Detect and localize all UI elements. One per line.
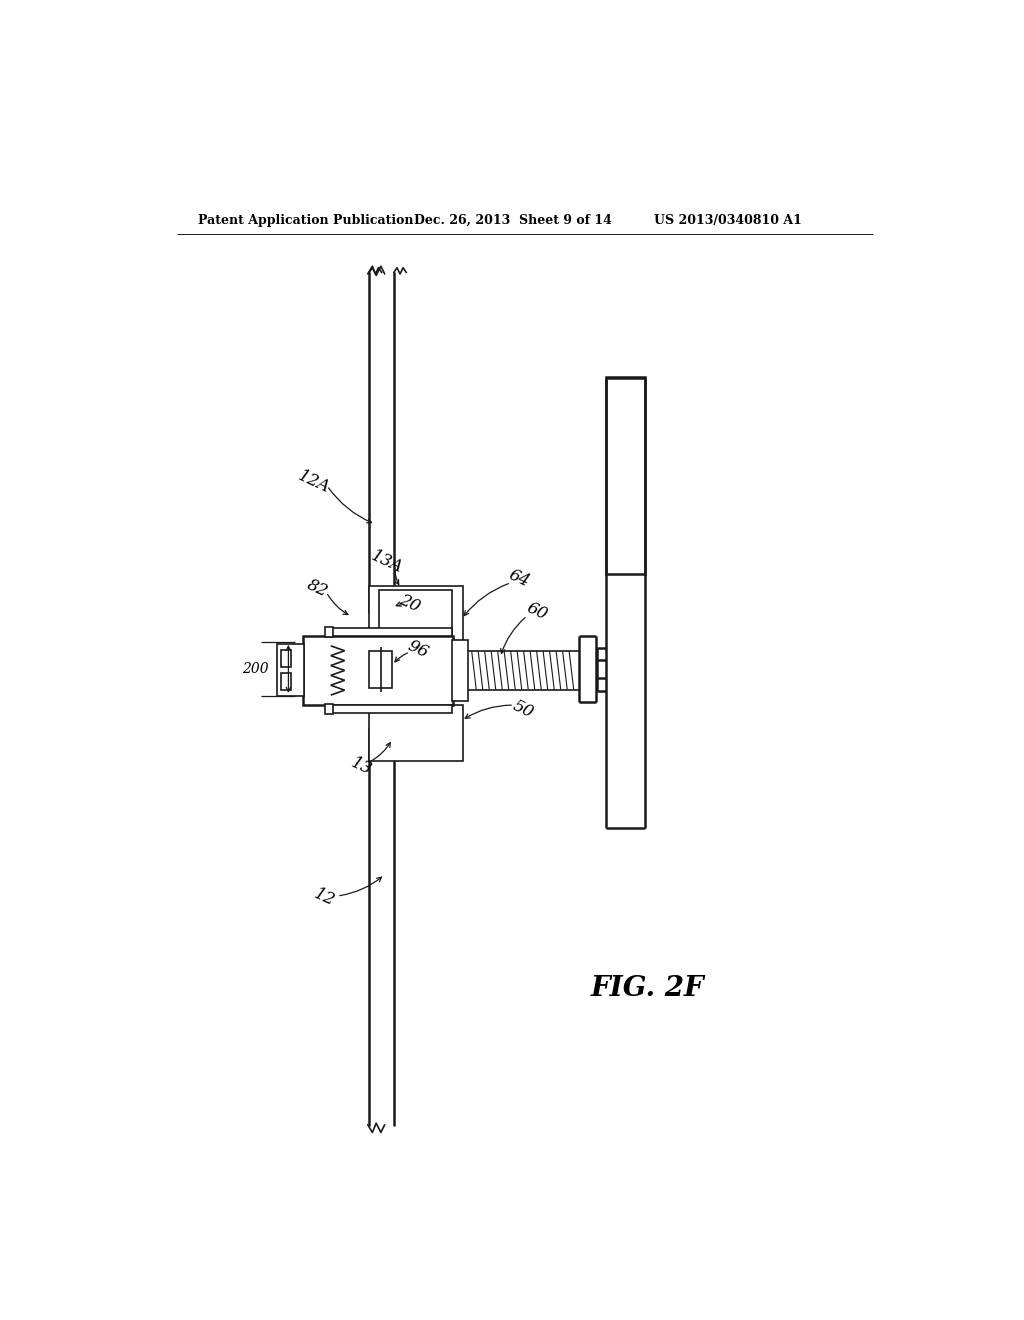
Bar <box>276 644 304 696</box>
Text: 82: 82 <box>304 576 330 601</box>
Bar <box>453 640 468 701</box>
Bar <box>331 705 453 713</box>
Text: 64: 64 <box>506 566 532 591</box>
Bar <box>370 586 463 642</box>
Text: 20: 20 <box>396 591 423 615</box>
Text: 12: 12 <box>311 886 338 909</box>
Text: FIG. 2F: FIG. 2F <box>591 974 705 1002</box>
Text: 13A: 13A <box>369 548 406 577</box>
Bar <box>282 673 291 689</box>
Bar <box>326 627 333 638</box>
Bar <box>370 651 392 688</box>
Text: 60: 60 <box>524 599 550 623</box>
Text: 13: 13 <box>348 755 375 779</box>
Text: 96: 96 <box>404 638 431 661</box>
Text: 50: 50 <box>510 697 537 721</box>
Bar <box>370 705 463 760</box>
Text: Dec. 26, 2013  Sheet 9 of 14: Dec. 26, 2013 Sheet 9 of 14 <box>414 214 611 227</box>
Bar <box>326 704 333 714</box>
Bar <box>331 628 453 636</box>
Bar <box>379 590 452 635</box>
Text: 200: 200 <box>242 661 268 676</box>
Bar <box>606 378 645 574</box>
Text: 12A: 12A <box>295 467 333 496</box>
Text: Patent Application Publication: Patent Application Publication <box>199 214 414 227</box>
Bar <box>303 636 454 705</box>
Text: US 2013/0340810 A1: US 2013/0340810 A1 <box>654 214 802 227</box>
Bar <box>282 649 291 667</box>
